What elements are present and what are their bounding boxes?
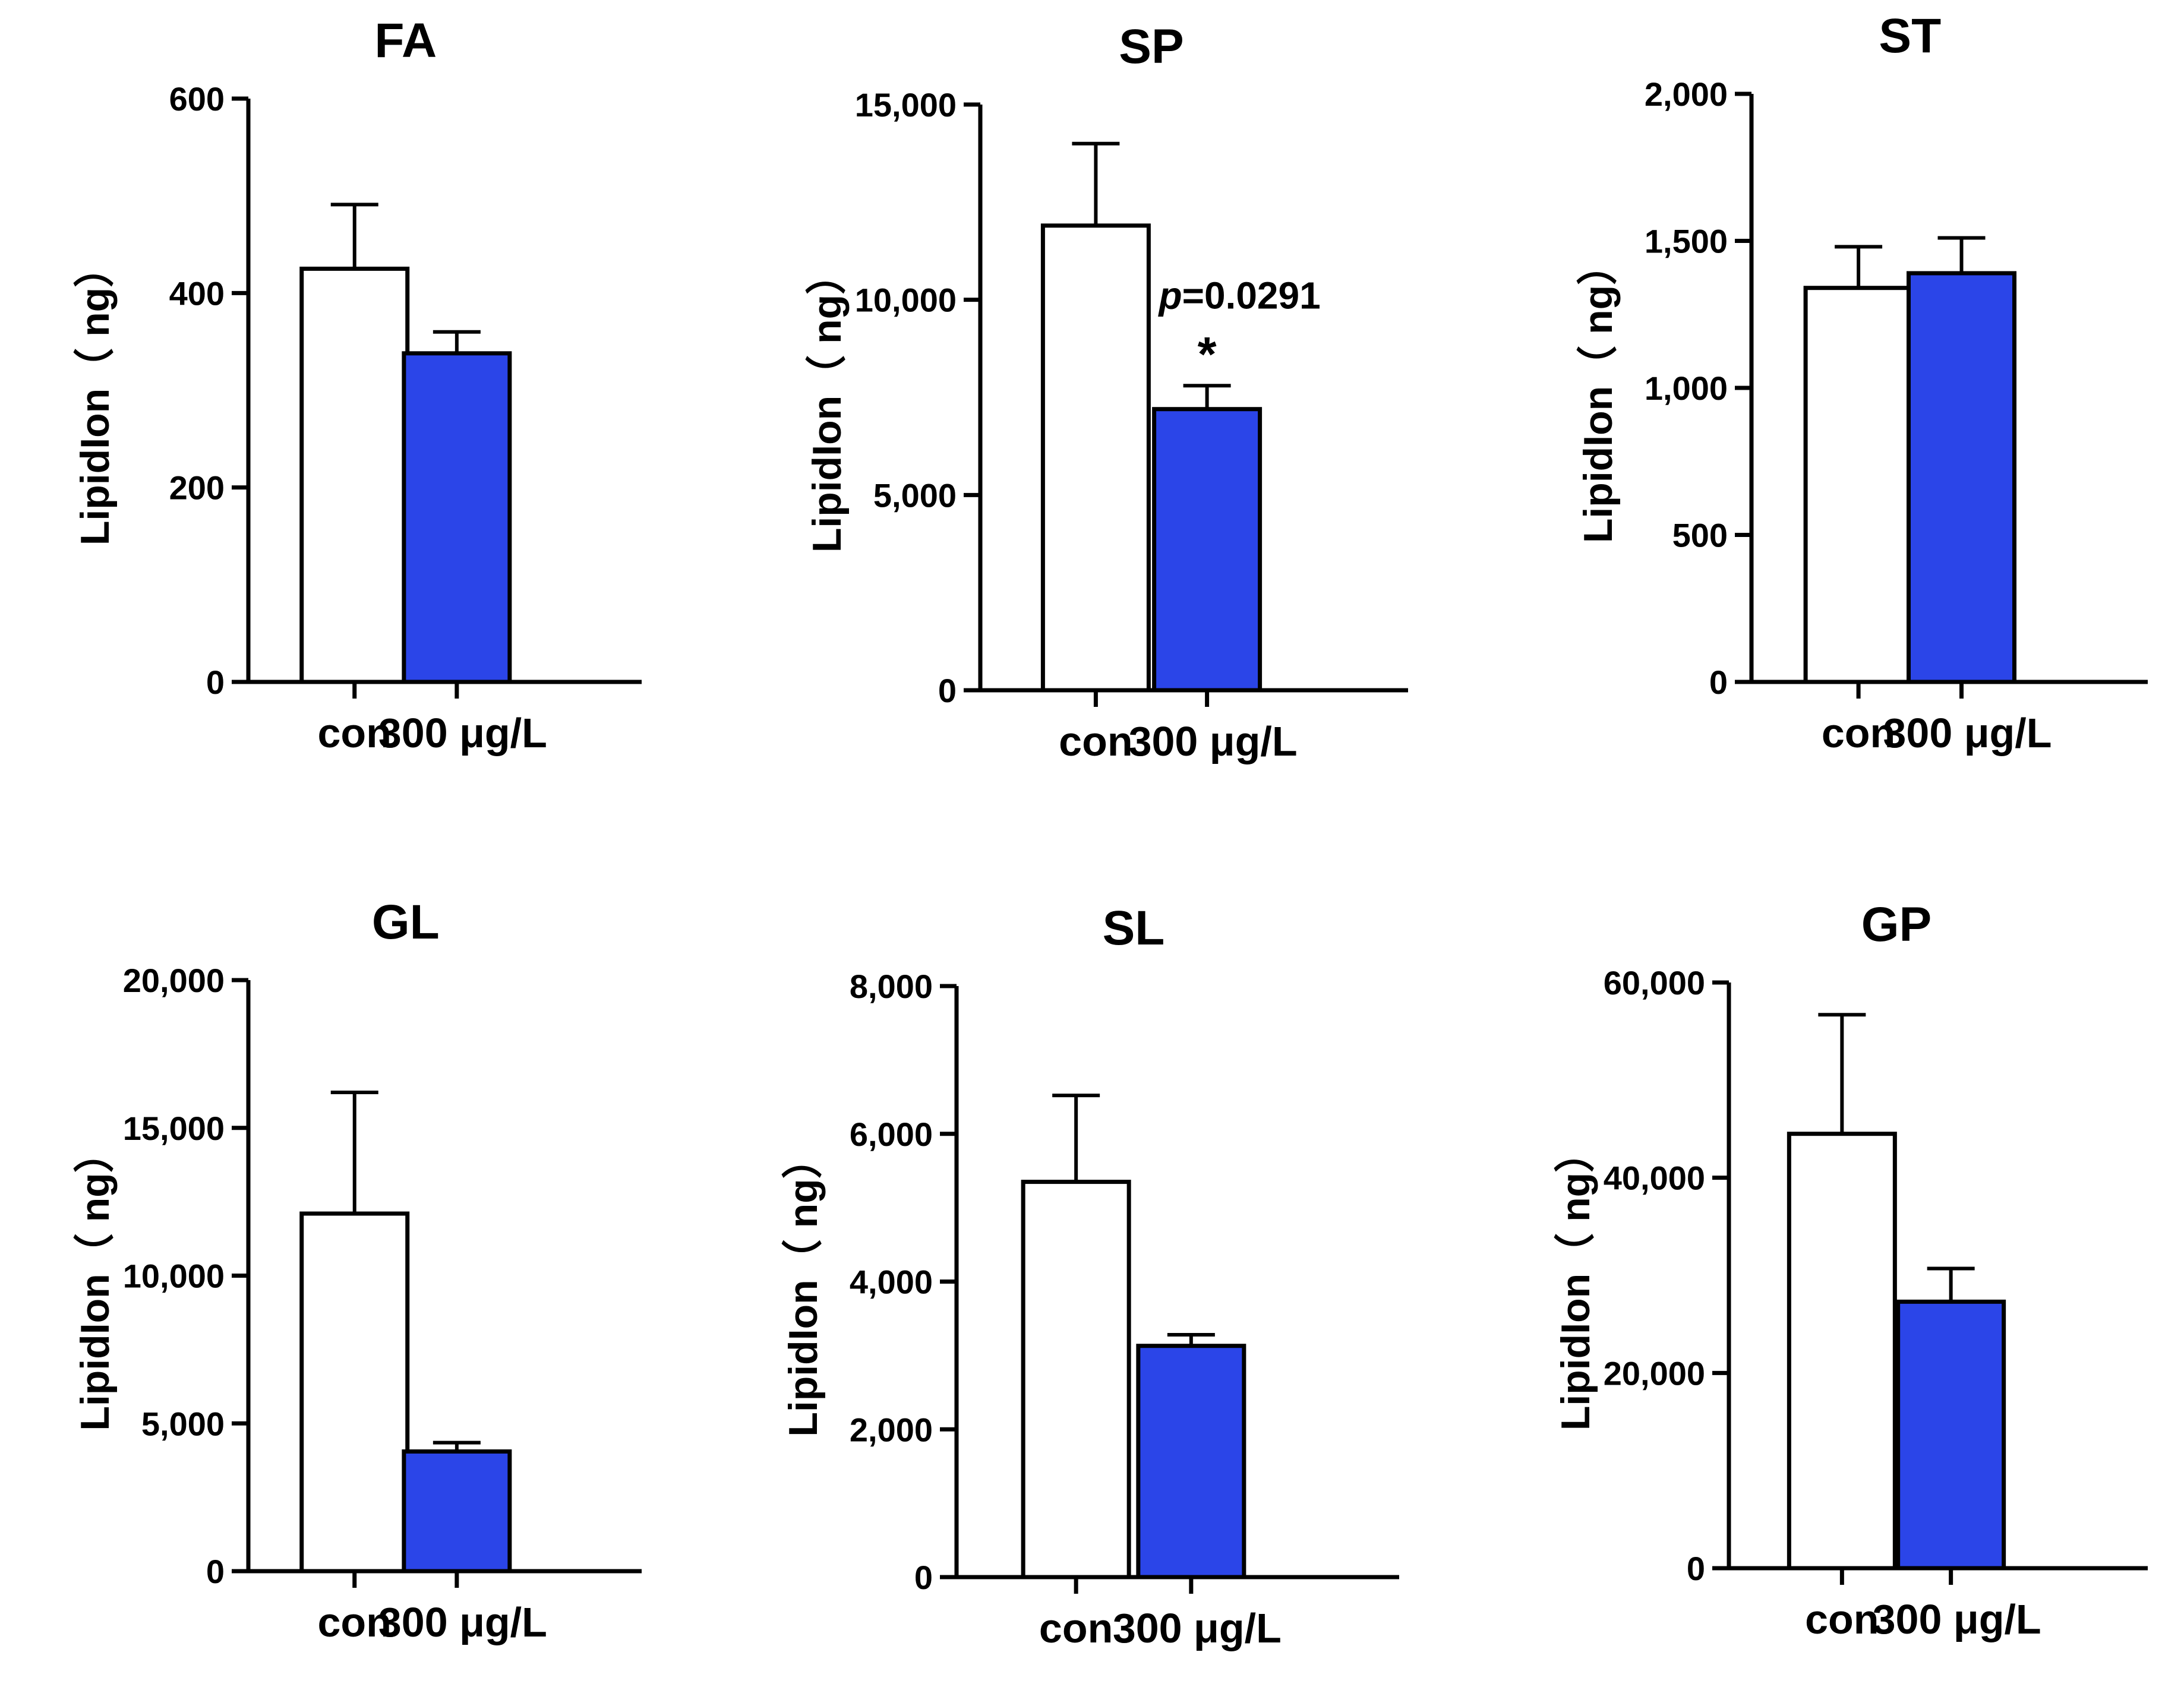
chart-title-st: ST bbox=[1879, 9, 1941, 63]
chart-title-sp: SP bbox=[1119, 20, 1183, 74]
y-tick-label-gl: 5,000 bbox=[141, 1405, 225, 1442]
y-tick-label-sp: 0 bbox=[938, 672, 957, 709]
y-tick-label-gl: 15,000 bbox=[123, 1110, 225, 1147]
category-label-st: con bbox=[1822, 710, 1895, 756]
panel-gp: GP 0 20,000 40,000 60,000 LipidIon（ ng） con300… bbox=[1553, 898, 2148, 1642]
category-label-fa: con bbox=[318, 710, 392, 756]
y-tick-label-sl: 4,000 bbox=[850, 1263, 933, 1301]
p-value: =0.0291 bbox=[1182, 274, 1321, 317]
category-label-gp: con bbox=[1805, 1596, 1879, 1642]
significance-star: * bbox=[1198, 327, 1217, 381]
y-axis-label-gp: LipidIon（ ng） bbox=[1553, 1132, 1598, 1430]
y-tick-label-sl: 8,000 bbox=[850, 968, 933, 1005]
y-tick-label-fa: 200 bbox=[169, 469, 225, 507]
bar-gl-treated bbox=[402, 1449, 512, 1574]
category-label-st: 300 μg/L bbox=[1883, 710, 2052, 756]
y-tick-label-st: 500 bbox=[1672, 517, 1728, 554]
y-tick-label-st: 1,500 bbox=[1645, 223, 1728, 260]
bar-sl-treated bbox=[1136, 1344, 1246, 1579]
bar-st-treated bbox=[1907, 271, 2017, 684]
category-label-gp: 300 μg/L bbox=[1873, 1596, 2041, 1642]
y-tick-label-gl: 20,000 bbox=[123, 962, 225, 999]
y-tick-label-gp: 20,000 bbox=[1604, 1354, 1705, 1392]
category-label-sp: con bbox=[1059, 718, 1132, 764]
category-label-sl: con bbox=[1039, 1605, 1113, 1651]
bar-gl-con bbox=[299, 1211, 410, 1574]
y-axis-label-sp: LipidIon（ ng） bbox=[804, 254, 850, 552]
y-tick-label-gp: 0 bbox=[1687, 1550, 1705, 1587]
y-tick-label-sp: 5,000 bbox=[873, 476, 957, 514]
y-tick-label-sl: 0 bbox=[914, 1559, 933, 1596]
y-tick-label-st: 2,000 bbox=[1645, 75, 1728, 113]
panel-gl: GL 0 5,000 10,000 15,000 20,000 LipidIon（ ng） c… bbox=[72, 895, 642, 1645]
y-tick-label-fa: 400 bbox=[169, 274, 225, 312]
y-axis-label-fa: LipidIon（ ng） bbox=[72, 247, 118, 545]
bar-sp-treated bbox=[1152, 407, 1263, 693]
category-label-gl: con bbox=[318, 1599, 392, 1645]
y-tick-label-gl: 0 bbox=[206, 1553, 225, 1590]
y-tick-label-gp: 40,000 bbox=[1604, 1160, 1705, 1197]
p-letter: p bbox=[1157, 274, 1182, 317]
y-tick-label-fa: 600 bbox=[169, 80, 225, 118]
chart-title-sl: SL bbox=[1103, 901, 1165, 955]
chart-title-gp: GP bbox=[1861, 898, 1931, 952]
bar-gp-treated bbox=[1896, 1299, 2006, 1571]
y-tick-label-gl: 10,000 bbox=[123, 1258, 225, 1295]
category-label-sl: 300 μg/L bbox=[1113, 1605, 1282, 1651]
bar-st-con bbox=[1803, 286, 1914, 684]
panel-st: ST 0 500 1,000 1,500 2,000 LipidIon（ ng） con300… bbox=[1576, 9, 2148, 756]
y-tick-label-sp: 15,000 bbox=[855, 86, 957, 124]
y-tick-label-sl: 6,000 bbox=[850, 1116, 933, 1153]
category-label-gl: 300 μg/L bbox=[378, 1599, 547, 1645]
panel-sl: SL 0 2,000 4,000 6,000 8,000 LipidIon（ ng） con 3… bbox=[781, 901, 1399, 1651]
y-tick-label-sl: 2,000 bbox=[850, 1411, 933, 1448]
y-tick-label-st: 1,000 bbox=[1645, 369, 1728, 407]
y-tick-label-fa: 0 bbox=[206, 664, 225, 701]
category-label-sp: 300 μg/L bbox=[1129, 718, 1298, 764]
bar-fa-con bbox=[299, 266, 410, 684]
y-tick-label-gp: 60,000 bbox=[1604, 964, 1705, 1002]
p-value-annotation: p=0.0291 bbox=[1157, 274, 1320, 317]
chart-title-gl: GL bbox=[372, 895, 440, 949]
bar-gp-con bbox=[1787, 1132, 1897, 1571]
panel-sp: SP 0 5,000 10,000 15,000 LipidIon（ ng） con300 … bbox=[804, 20, 1408, 764]
y-axis-label-sl: LipidIon（ ng） bbox=[781, 1138, 826, 1436]
y-axis-label-gl: LipidIon（ ng） bbox=[72, 1132, 118, 1430]
y-axis-label-st: LipidIon（ ng） bbox=[1576, 245, 1621, 543]
y-tick-label-st: 0 bbox=[1709, 664, 1728, 701]
chart-title-fa: FA bbox=[374, 14, 437, 68]
y-tick-label-sp: 10,000 bbox=[855, 282, 957, 319]
bar-sl-con bbox=[1021, 1180, 1131, 1579]
bar-fa-treated bbox=[402, 351, 512, 684]
category-label-fa: 300 μg/L bbox=[378, 710, 547, 756]
bar-sp-con bbox=[1040, 223, 1151, 693]
